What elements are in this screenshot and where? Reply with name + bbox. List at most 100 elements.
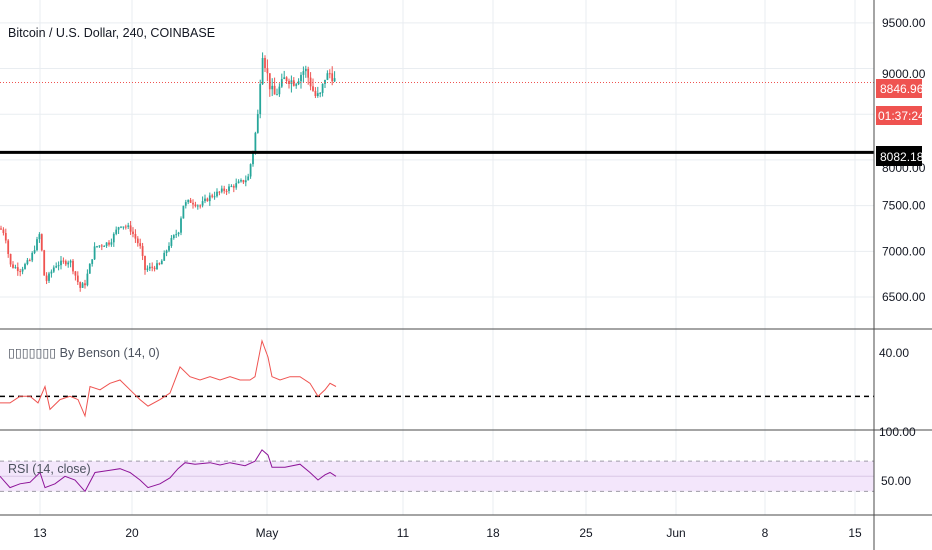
candle-body [184,202,187,206]
main-chart-title[interactable]: Bitcoin / U.S. Dollar, 240, COINBASE [8,26,215,40]
candle-body [151,266,154,268]
candle-body [26,260,29,265]
candle-body [259,84,262,115]
candle-body [74,271,77,276]
rsi-title[interactable]: RSI (14, close) [8,462,91,476]
level-label: 8082.18 [880,150,924,164]
last-price-badge [876,79,922,98]
candle-body [324,79,326,84]
candle-body [266,68,269,74]
candle-body [38,234,41,240]
indicator-title[interactable]: ▯▯▯▯▯▯▯ By Benson (14, 0) [8,346,160,360]
hidden-tick-label: 9000.00 [882,67,926,81]
candle-body [24,264,26,269]
candle-body [223,188,226,191]
candle-body [220,188,223,192]
time-tick-label: May [256,526,279,540]
candle-body [244,180,247,183]
candle-body [218,191,221,193]
candle-body [295,84,298,86]
level-badge [876,146,922,166]
candle-body [60,260,62,266]
candle-body [40,234,43,251]
time-tick-label: 8 [762,526,769,540]
candle-body [228,186,230,191]
candle-body [12,264,14,268]
candle-body [230,186,233,188]
time-tick-label: 18 [486,526,500,540]
candle-body [45,275,48,281]
candle-body [199,205,202,207]
candle-body [72,260,74,272]
candle-body [283,77,286,80]
candle-body [36,239,38,251]
countdown-badge [876,106,922,125]
price-axis[interactable]: 9500.00 7500.00 7000.00 6500.00 [882,16,926,304]
candle-body [194,204,197,207]
price-tick-label: 9500.00 [882,16,926,30]
candle-body [69,260,72,263]
candle-body [252,151,254,165]
candle-body [204,198,206,202]
price-tick-label: 7000.00 [882,244,926,258]
candle-body [177,232,180,235]
candle-body [196,205,199,207]
candle-body [48,273,50,281]
candle-body [235,183,238,188]
candle-body [148,266,151,269]
candle-body [21,268,24,272]
candle-body [86,273,89,286]
candle-body [300,74,302,82]
candle-body [304,69,307,72]
candle-body [76,275,79,283]
candle-body [312,86,314,91]
candle-body [211,195,214,197]
candle-body [192,202,194,205]
candle-body [213,196,216,198]
candle-body [225,190,228,192]
candle-body [108,242,110,245]
candle-body [43,250,46,276]
candle-body [307,69,310,78]
candle-body [93,246,96,260]
candle-body [165,250,168,253]
candle-body [264,57,266,69]
candle-body [9,254,12,265]
candle-body [242,180,245,183]
candle-body [201,201,204,206]
time-axis[interactable]: 13 20 May 11 18 25 Jun 8 15 [33,526,862,540]
candle-body [208,195,211,202]
candle-body [7,240,10,255]
candle-body [129,225,132,232]
candle-body [100,245,103,247]
candle-body [105,242,108,246]
candle-body [160,260,163,265]
candle-body [55,266,58,268]
candle-body [67,262,70,265]
candle-body [141,246,144,256]
candle-body [120,226,122,228]
candle-body [115,229,118,234]
candle-body [156,263,158,270]
candle-body [232,186,235,188]
candle-body [309,77,312,87]
candle-body [297,81,300,85]
candle-body [288,80,290,84]
candle-body [256,114,259,133]
rsi-series-line [0,449,337,493]
candle-body [57,265,60,267]
price-tick-label: 7500.00 [882,199,926,213]
candle-body [127,225,130,227]
rsi-tick-label-50: 50.00 [881,474,911,488]
candle-body [261,57,264,85]
candle-body [4,232,7,241]
candle-body [31,252,34,261]
candle-body [134,233,137,239]
candle-body [146,268,149,270]
candle-body [187,199,190,203]
candle-body [88,263,91,274]
time-tick-label: Jun [666,526,685,540]
candle-body [158,263,161,265]
candle-body [33,250,36,253]
